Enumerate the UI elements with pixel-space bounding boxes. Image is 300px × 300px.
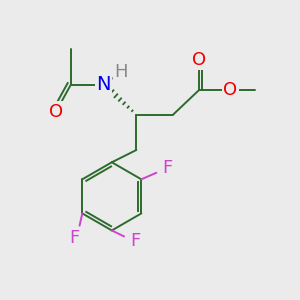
Text: F: F	[69, 229, 79, 247]
Text: F: F	[162, 159, 172, 177]
Text: O: O	[192, 51, 206, 69]
Text: F: F	[130, 232, 140, 250]
Text: N: N	[96, 75, 111, 94]
Text: H: H	[115, 63, 128, 81]
Text: O: O	[49, 103, 63, 121]
Text: O: O	[224, 81, 238, 99]
